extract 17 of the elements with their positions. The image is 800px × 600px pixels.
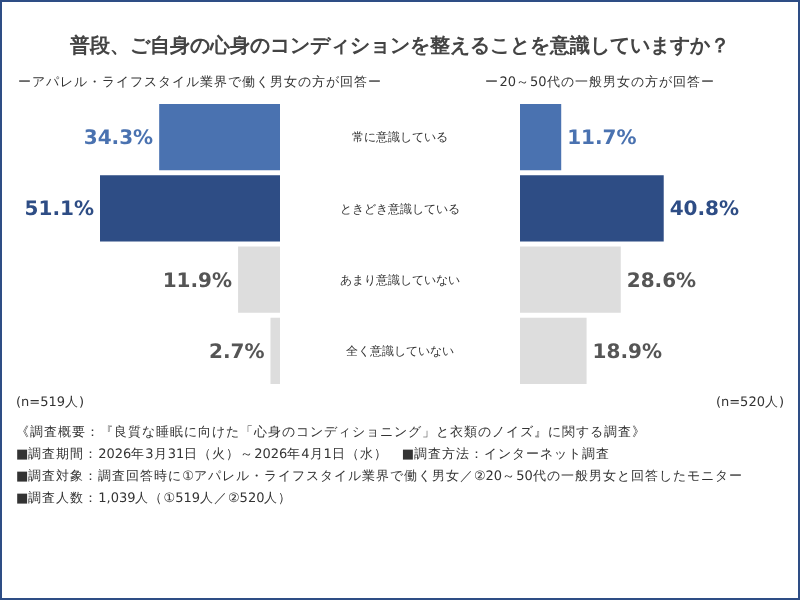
data-label: 11.7% (567, 128, 637, 151)
bar (520, 175, 664, 242)
bar (520, 104, 562, 171)
data-label: 18.9% (592, 341, 662, 364)
bar (159, 104, 280, 171)
bar (100, 175, 280, 242)
data-label: 51.1% (24, 199, 94, 222)
data-label: 2.7% (209, 341, 265, 364)
data-label: 28.6% (626, 270, 697, 293)
data-label: 34.3% (83, 128, 154, 151)
data-label: 11.9% (162, 270, 233, 293)
bar (520, 246, 621, 313)
bar (520, 317, 587, 384)
data-label: 40.8% (669, 199, 740, 222)
text: 普段、ご自身の心身のコンディションを整えることを意識していますか？ (68, 34, 730, 58)
bar (238, 246, 280, 313)
bar (270, 317, 280, 384)
